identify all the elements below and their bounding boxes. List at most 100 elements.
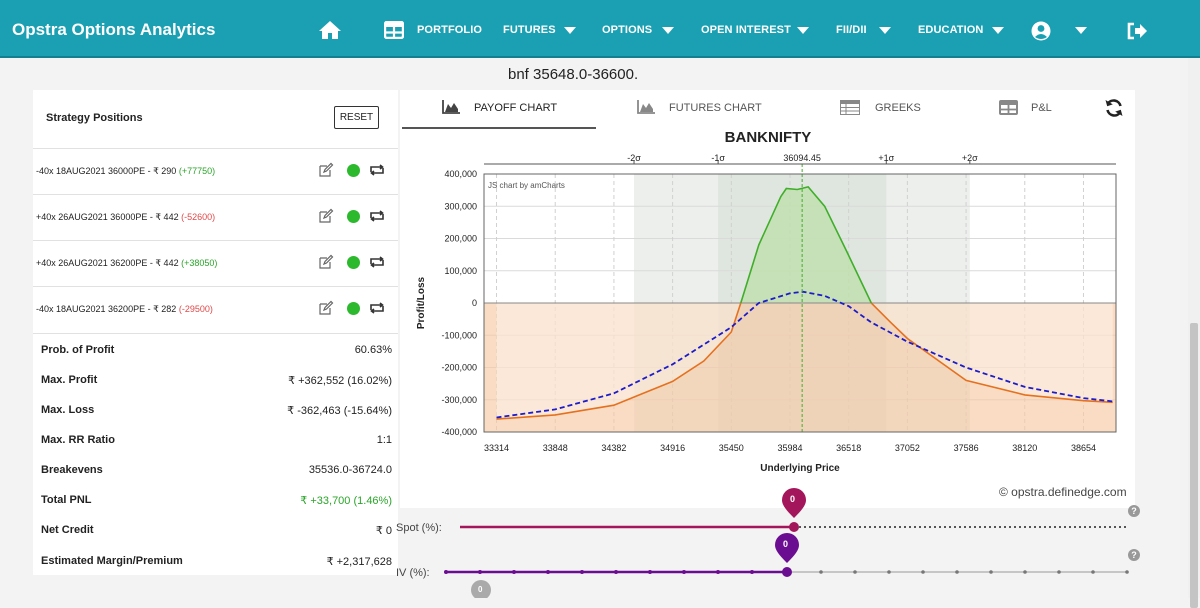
tab-pnl[interactable]: P&L: [1031, 102, 1052, 114]
navbar: Opstra Options Analytics PORTFOLIO FUTUR…: [0, 0, 1200, 58]
tab-greeks[interactable]: GREEKS: [875, 102, 921, 114]
x-tick-label: 38654: [1071, 443, 1096, 453]
t0-payoff-line: [496, 290, 1113, 419]
watermark: © opstra.definedge.com: [999, 485, 1127, 499]
stat-label-total-pnl: Total PNL: [41, 494, 92, 506]
position-label: -40x 18AUG2021 36000PE - ₹ 290: [36, 166, 177, 176]
help-icon[interactable]: ?: [1128, 505, 1140, 517]
education-caret-icon[interactable]: [992, 27, 1004, 34]
nav-fii-dii[interactable]: FII/DII: [836, 24, 867, 36]
edit-icon[interactable]: [318, 254, 334, 270]
user-caret-icon[interactable]: [1075, 27, 1087, 34]
y-tick-label: -400,000: [441, 427, 477, 437]
refresh-icon[interactable]: [1104, 98, 1124, 118]
payoff-chart[interactable]: BANKNIFTY -2σ -1σ +1σ +2σ 36094.45 400,000 300…: [400, 90, 1135, 508]
fii-dii-caret-icon[interactable]: [879, 27, 891, 34]
stat-value-net-credit: ₹ 0: [375, 525, 392, 537]
nav-open-interest[interactable]: OPEN INTEREST: [701, 24, 791, 36]
tab-futures-chart[interactable]: FUTURES CHART: [669, 102, 762, 114]
stat-value-breakevens: 35536.0-36724.0: [308, 464, 392, 476]
active-tab-underline: [402, 127, 596, 129]
home-icon[interactable]: [318, 20, 342, 40]
position-label: -40x 18AUG2021 36200PE - ₹ 282: [36, 304, 177, 314]
edit-icon[interactable]: [318, 300, 334, 316]
nav-education[interactable]: EDUCATION: [918, 24, 984, 36]
position-active-toggle[interactable]: [347, 210, 360, 223]
help-icon[interactable]: ?: [1128, 549, 1140, 561]
spot-slider-handle[interactable]: [789, 522, 799, 532]
loss-area: [484, 303, 1116, 432]
swap-icon[interactable]: [369, 254, 385, 270]
sigma-label: -2σ: [627, 153, 641, 163]
nav-futures[interactable]: FUTURES: [503, 24, 556, 36]
stat-label-max-loss: Max. Loss: [41, 404, 95, 416]
logout-icon[interactable]: [1126, 22, 1148, 40]
x-tick-label: 34916: [660, 443, 685, 453]
position-active-toggle[interactable]: [347, 164, 360, 177]
position-row: +40x 26AUG2021 36200PE - ₹ 442 (+38050): [33, 240, 398, 286]
futures-caret-icon[interactable]: [564, 27, 576, 34]
y-axis-label: Profit/Loss: [416, 276, 427, 329]
stat-value-total-pnl: ₹ +33,700 (1.46%): [300, 495, 392, 507]
nav-options[interactable]: OPTIONS: [602, 24, 653, 36]
tab-payoff-chart[interactable]: PAYOFF CHART: [474, 102, 558, 114]
stat-label-rr-ratio: Max. RR Ratio: [41, 434, 115, 446]
position-active-toggle[interactable]: [347, 256, 360, 269]
strategy-positions-panel: Strategy Positions RESET -40x 18AUG2021 …: [33, 90, 398, 575]
position-pnl: (-52600): [181, 212, 216, 222]
greeks-tab-icon: [840, 100, 860, 115]
pnl-tab-icon: [999, 100, 1018, 115]
plot-border: [483, 173, 1117, 433]
chart-title: BANKNIFTY: [725, 129, 812, 146]
swap-icon[interactable]: [369, 208, 385, 224]
page-scrollbar[interactable]: [1188, 58, 1200, 608]
position-active-toggle[interactable]: [347, 302, 360, 315]
stat-value-max-profit: ₹ +362,552 (16.02%): [288, 375, 392, 387]
iv-slider-handle[interactable]: [782, 567, 792, 577]
edit-icon[interactable]: [318, 162, 334, 178]
futures-chart-tab-icon: [637, 100, 655, 114]
portfolio-icon[interactable]: [384, 21, 404, 39]
position-row: -40x 18AUG2021 36200PE - ₹ 282 (-29500): [33, 286, 398, 332]
stat-label-breakevens: Breakevens: [41, 464, 103, 476]
position-label: +40x 26AUG2021 36200PE - ₹ 442: [36, 258, 179, 268]
swap-icon[interactable]: [369, 162, 385, 178]
stat-value-margin: ₹ +2,317,628: [326, 556, 392, 568]
nav-portfolio[interactable]: PORTFOLIO: [417, 24, 483, 36]
y-tick-label: 100,000: [444, 266, 477, 276]
stat-label-margin: Estimated Margin/Premium: [41, 555, 183, 567]
chart-panel: PAYOFF CHART FUTURES CHART GREEKS P&L BA…: [400, 90, 1135, 508]
x-tick-label: 37052: [895, 443, 920, 453]
brand-title[interactable]: Opstra Options Analytics: [12, 20, 216, 39]
sigma-label: +2σ: [962, 153, 978, 163]
sigma-label: -1σ: [711, 153, 725, 163]
x-tick-label: 35450: [719, 443, 744, 453]
spot-slider-value: 0: [790, 494, 796, 504]
y-tick-label: -100,000: [441, 330, 477, 340]
user-account-icon[interactable]: [1031, 21, 1051, 41]
open-interest-caret-icon[interactable]: [797, 27, 809, 34]
x-tick-label: 35984: [777, 443, 802, 453]
x-tick-label: 37586: [954, 443, 979, 453]
chart-credit: JS chart by amCharts: [488, 181, 565, 190]
y-tick-label: 400,000: [444, 169, 477, 179]
y-tick-label: -300,000: [441, 395, 477, 405]
y-tick-label: -200,000: [441, 363, 477, 373]
strategy-title: bnf 35648.0-36600.: [508, 66, 639, 83]
x-tick-label: 36518: [836, 443, 861, 453]
y-tick-label: 200,000: [444, 234, 477, 244]
strategy-positions-title: Strategy Positions: [46, 112, 143, 124]
stat-label-net-credit: Net Credit: [41, 524, 94, 536]
stat-label-prob-profit: Prob. of Profit: [41, 344, 115, 356]
options-caret-icon[interactable]: [662, 27, 674, 34]
position-pnl: (+77750): [178, 166, 216, 176]
y-tick-label: 0: [472, 298, 477, 308]
x-tick-label: 38120: [1012, 443, 1037, 453]
reset-button[interactable]: RESET: [334, 106, 379, 129]
x-axis-label: Underlying Price: [760, 463, 840, 474]
position-row: -40x 18AUG2021 36000PE - ₹ 290 (+77750): [33, 148, 398, 194]
swap-icon[interactable]: [369, 300, 385, 316]
edit-icon[interactable]: [318, 208, 334, 224]
iv-slider-value: 0: [783, 539, 789, 549]
scrollbar-thumb[interactable]: [1190, 323, 1198, 608]
